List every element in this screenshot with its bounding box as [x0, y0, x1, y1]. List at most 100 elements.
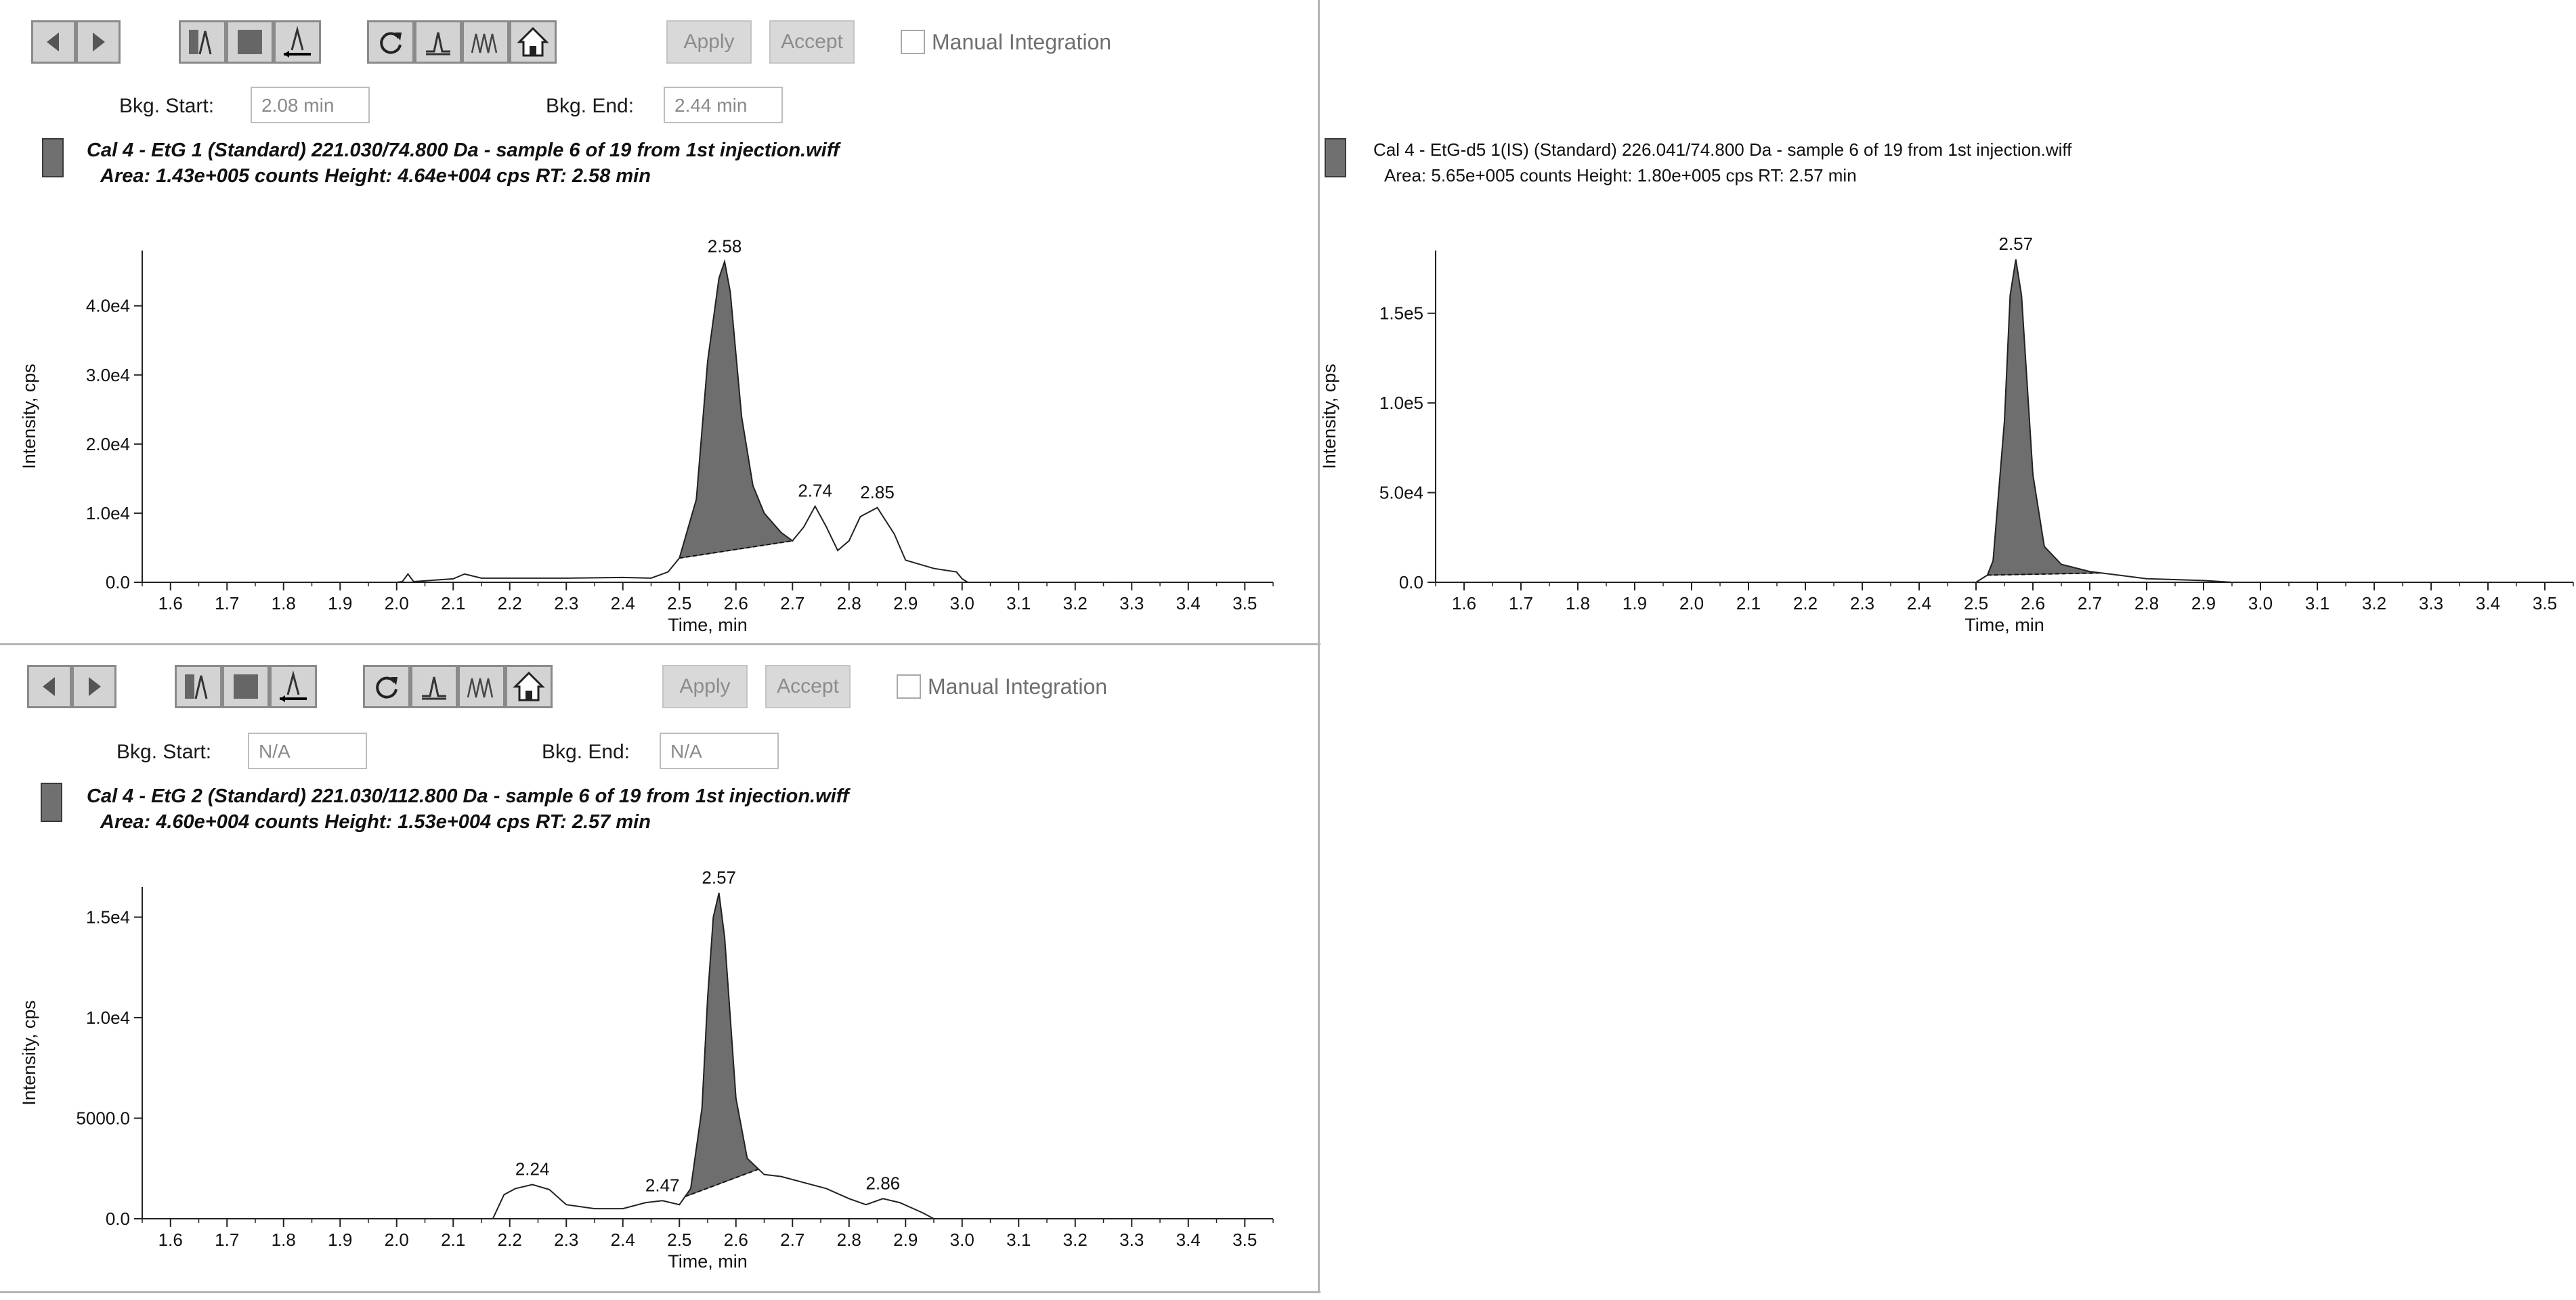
apply-button[interactable]: Apply [662, 665, 748, 708]
y-tick-label: 1.5e5 [1379, 303, 1423, 324]
x-tick-label: 3.0 [950, 1230, 974, 1250]
x-tick-label: 3.0 [2248, 593, 2273, 613]
chromatogram-trace [1436, 259, 2573, 583]
baseline-button[interactable] [274, 20, 321, 64]
x-axis-label: Time, min [1965, 615, 2044, 635]
x-tick-label: 2.6 [724, 593, 748, 613]
x-tick-label: 2.1 [1736, 593, 1761, 613]
chromatogram-trace [142, 259, 1273, 583]
home-icon [513, 671, 545, 701]
x-tick-label: 2.6 [724, 1230, 748, 1250]
x-tick-label: 2.9 [2191, 593, 2216, 613]
accept-button[interactable]: Accept [765, 665, 851, 708]
forward-icon [89, 677, 101, 696]
x-tick-label: 2.8 [2134, 593, 2159, 613]
x-tick-label: 3.3 [2419, 593, 2443, 613]
bkg-end-input[interactable]: 2.44 min [664, 87, 783, 123]
trace-stats: Area: 5.65e+005 counts Height: 1.80e+005… [1384, 165, 1857, 186]
trace-color-swatch [1325, 138, 1346, 177]
bkg-end-label: Bkg. End: [546, 95, 635, 117]
x-tick-label: 1.6 [158, 593, 183, 613]
x-tick-label: 2.9 [893, 593, 918, 613]
peak-rt-label: 2.86 [866, 1173, 901, 1193]
x-tick-label: 2.1 [441, 593, 465, 613]
x-tick-label: 3.3 [1119, 593, 1144, 613]
multi-peak-icon [467, 678, 494, 698]
peak-baseline [679, 540, 793, 559]
y-tick-label: 1.0e4 [86, 503, 130, 523]
peak-left-button[interactable] [179, 20, 226, 64]
manual-integration-checkbox[interactable] [901, 30, 925, 54]
accept-button[interactable]: Accept [769, 20, 855, 64]
x-tick-label: 3.1 [2305, 593, 2330, 613]
y-tick-label: 0.0 [106, 1209, 130, 1229]
x-tick-label: 2.5 [667, 1230, 691, 1250]
chromatogram-chart-1: 1.6 1.7 1.8 1.9 2.0 2.1 2.2 2.3 2.4 2.5 2.6 2.7 2.8 2… [19, 236, 1274, 635]
peak-rt-label: 2.24 [515, 1159, 550, 1179]
home-button[interactable] [509, 20, 557, 64]
x-axis-label: Time, min [668, 1251, 748, 1272]
x-tick-label: 2.5 [667, 593, 691, 613]
y-tick-label: 1.0e5 [1379, 393, 1423, 413]
chromatogram-panel-1: Apply Accept Manual Integration Bkg. Sta… [0, 0, 1321, 643]
refresh-button[interactable] [363, 665, 410, 708]
trace-title: Cal 4 - EtG 1 (Standard) 221.030/74.800 … [87, 139, 840, 161]
x-tick-label: 3.4 [1176, 593, 1201, 613]
x-tick-label: 2.4 [611, 593, 635, 613]
chromatogram-panel-3: Apply Accept Manual Integration Bkg. Sta… [0, 650, 1321, 1293]
y-tick-label: 1.5e4 [86, 907, 130, 928]
chromatogram-chart-2: 1.6 1.7 1.8 1.9 2.0 2.1 2.2 2.3 2.4 2.5 2.6 2.7 2.8 2… [1319, 234, 2574, 635]
peak-left-button[interactable] [175, 665, 222, 708]
bkg-end-input[interactable]: N/A [660, 733, 779, 769]
x-tick-label: 3.2 [1063, 1230, 1088, 1250]
x-tick-label: 2.0 [385, 1230, 409, 1250]
baseline-icon [280, 670, 307, 702]
bkg-start-input[interactable]: N/A [248, 733, 367, 769]
y-tick-label: 0.0 [106, 572, 130, 592]
apply-button[interactable]: Apply [666, 20, 752, 64]
peak-small-icon [422, 676, 446, 700]
peak-small-button[interactable] [414, 20, 462, 64]
peak-rt-label: 2.74 [798, 481, 832, 501]
refresh-button[interactable] [367, 20, 414, 64]
manual-integration-label: Manual Integration [928, 674, 1108, 699]
peak-left-icon [185, 674, 208, 699]
chromatogram-panel-2: Cal 4 - EtG-d5 1(IS) (Standard) 226.041/… [1300, 0, 2576, 643]
x-tick-label: 2.7 [2078, 593, 2102, 613]
peak-baseline [1987, 572, 2101, 576]
forward-button[interactable] [72, 665, 116, 708]
peak-fill-button[interactable] [222, 665, 270, 708]
bkg-start-input[interactable]: 2.08 min [251, 87, 370, 123]
x-tick-label: 1.9 [1623, 593, 1647, 613]
x-tick-label: 2.8 [837, 593, 861, 613]
x-tick-label: 1.8 [1566, 593, 1590, 613]
back-button[interactable] [27, 665, 72, 708]
bkg-start-label: Bkg. Start: [116, 741, 212, 763]
peak-fill-icon [234, 674, 258, 699]
multi-peak-button[interactable] [462, 20, 509, 64]
peak-small-button[interactable] [410, 665, 458, 708]
home-icon [517, 26, 549, 57]
y-tick-label: 3.0e4 [86, 365, 130, 385]
forward-icon [93, 32, 105, 51]
manual-integration-checkbox[interactable] [897, 674, 921, 699]
x-tick-label: 2.4 [611, 1230, 635, 1250]
forward-button[interactable] [76, 20, 121, 64]
trace-title: Cal 4 - EtG 2 (Standard) 221.030/112.800… [87, 785, 849, 807]
bkg-end-label: Bkg. End: [542, 741, 630, 763]
baseline-button[interactable] [270, 665, 317, 708]
manual-integration-label: Manual Integration [932, 30, 1112, 54]
multi-peak-button[interactable] [458, 665, 505, 708]
peak-left-icon [189, 30, 212, 55]
peak-fill-button[interactable] [226, 20, 274, 64]
chromatogram-chart-3: 1.6 1.7 1.8 1.9 2.0 2.1 2.2 2.3 2.4 2.5 2.6 2.7 2.8 2… [19, 867, 1274, 1272]
home-button[interactable] [505, 665, 553, 708]
panel1-toolbar: Apply Accept Manual Integration [31, 20, 1115, 68]
x-tick-label: 3.4 [1176, 1230, 1201, 1250]
x-tick-label: 1.7 [215, 593, 239, 613]
back-button[interactable] [31, 20, 76, 64]
trace-color-swatch [42, 138, 64, 177]
peak-rt-label: 2.58 [708, 236, 742, 256]
x-tick-label: 2.0 [385, 593, 409, 613]
x-tick-label: 2.2 [498, 593, 522, 613]
